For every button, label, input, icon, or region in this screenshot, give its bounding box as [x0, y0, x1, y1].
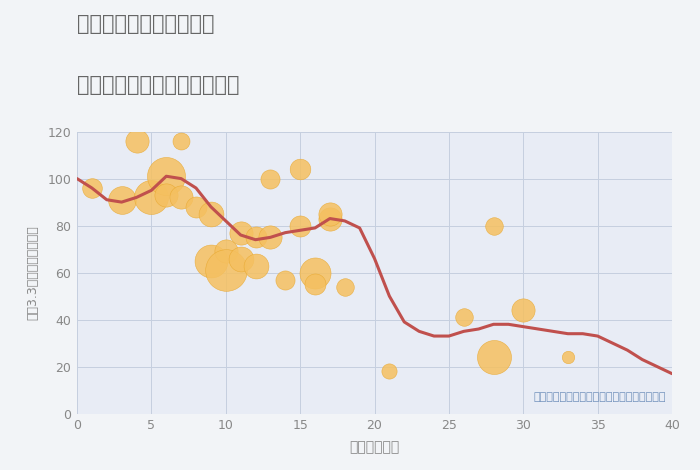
Point — [205, 210, 216, 218]
Point — [324, 215, 335, 222]
Point — [176, 137, 187, 145]
X-axis label: 築年数（年）: 築年数（年） — [349, 440, 400, 454]
Point — [190, 203, 202, 211]
Point — [458, 313, 469, 321]
Point — [339, 283, 350, 290]
Point — [295, 222, 306, 229]
Point — [562, 353, 573, 361]
Point — [384, 368, 395, 375]
Point — [518, 306, 529, 314]
Point — [160, 172, 172, 180]
Point — [309, 281, 321, 288]
Point — [205, 257, 216, 265]
Point — [116, 196, 127, 204]
Point — [235, 229, 246, 236]
Point — [86, 184, 97, 192]
Point — [250, 262, 261, 269]
Point — [265, 175, 276, 182]
Text: 築年数別中古マンション価格: 築年数別中古マンション価格 — [77, 75, 239, 95]
Point — [146, 194, 157, 201]
Point — [220, 248, 231, 255]
Point — [160, 191, 172, 199]
Point — [131, 137, 142, 145]
Text: 円の大きさは、取引のあった物件面積を示す: 円の大きさは、取引のあった物件面積を示す — [533, 392, 666, 402]
Point — [235, 255, 246, 262]
Y-axis label: 坪（3.3㎡）単価（万円）: 坪（3.3㎡）単価（万円） — [26, 225, 39, 320]
Point — [488, 353, 499, 361]
Point — [279, 276, 291, 283]
Point — [176, 194, 187, 201]
Point — [324, 210, 335, 218]
Text: 三重県津市芸濃町北神山: 三重県津市芸濃町北神山 — [77, 14, 214, 34]
Point — [488, 222, 499, 229]
Point — [309, 269, 321, 276]
Point — [295, 165, 306, 173]
Point — [220, 266, 231, 274]
Point — [250, 234, 261, 241]
Point — [265, 234, 276, 241]
